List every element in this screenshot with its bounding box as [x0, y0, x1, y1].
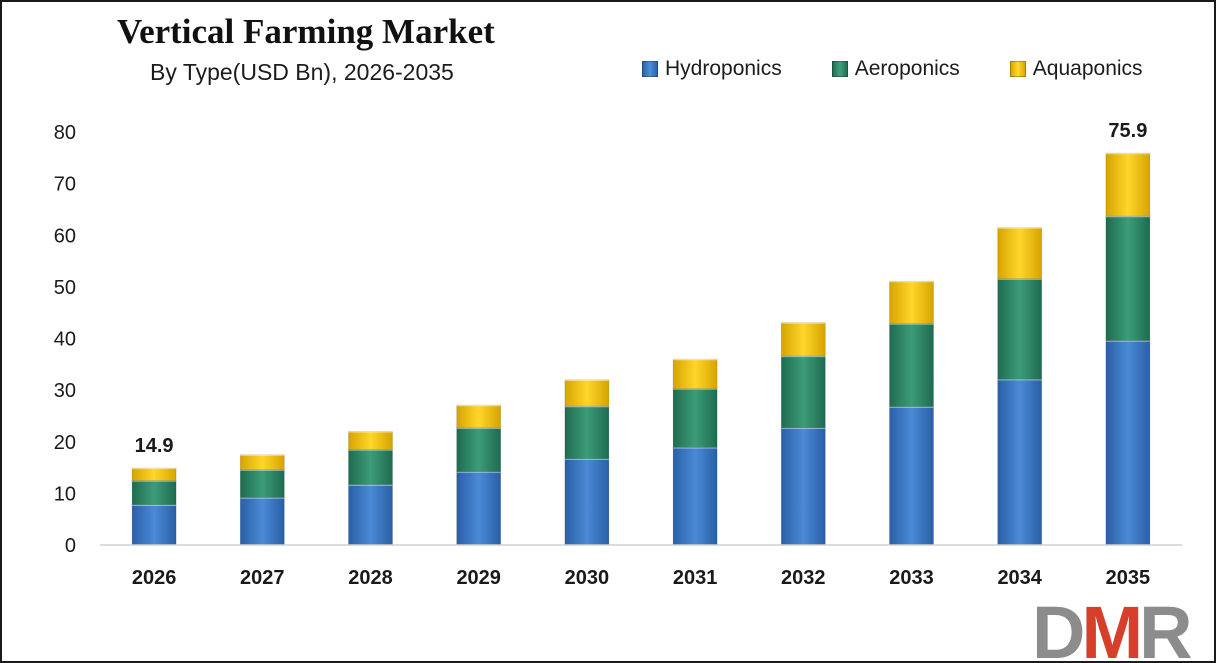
legend-label-aeroponics: Aeroponics [854, 57, 960, 80]
x-axis: 2026 2027 2028 2029 2030 2031 2032 2033 2034 2035 [100, 544, 1182, 589]
legend-label-aquaponics: Aquaponics [1032, 57, 1143, 80]
bar-segment-hydroponics-2034 [997, 378, 1043, 546]
x-tick-label: 2030 [565, 567, 610, 589]
bar-segment-hydroponics-2029 [456, 471, 502, 546]
legend-swatch-aquaponics [1009, 61, 1026, 77]
x-tick-label: 2034 [997, 567, 1042, 589]
bar-segment-aquaponics-2029 [456, 404, 502, 429]
bar-segment-aeroponics-2034 [997, 278, 1043, 380]
data-label-2026: 14.9 [135, 435, 174, 457]
bars [131, 152, 1151, 546]
x-tick-label: 2028 [348, 567, 393, 589]
chart-title: Vertical Farming Market [117, 12, 495, 51]
y-tick-label: 0 [65, 535, 76, 557]
y-tick-label: 70 [54, 174, 76, 196]
bar-segment-hydroponics-2032 [780, 427, 826, 546]
bar-segment-hydroponics-2035 [1105, 340, 1151, 546]
bar-segment-aeroponics-2033 [889, 323, 934, 408]
bar-segment-hydroponics-2026 [131, 504, 177, 546]
bar-segment-aeroponics-2026 [131, 480, 177, 506]
bar-segment-aquaponics-2028 [348, 431, 393, 450]
bar-segment-aquaponics-2031 [672, 358, 718, 389]
bar-segment-aeroponics-2027 [239, 469, 285, 498]
legend-swatch-hydroponics [642, 61, 658, 77]
x-tick-label: 2033 [889, 567, 934, 589]
legend-item-hydroponics: Hydroponics [642, 57, 782, 81]
bar-segment-hydroponics-2030 [564, 458, 610, 546]
bar-segment-aeroponics-2032 [780, 355, 826, 429]
bar-segment-aquaponics-2030 [564, 379, 610, 407]
x-tick-label: 2027 [240, 567, 285, 589]
bar-segment-aeroponics-2030 [564, 405, 610, 460]
bar-segment-hydroponics-2028 [348, 484, 393, 546]
bar-segment-aquaponics-2033 [889, 280, 934, 324]
legend-label-hydroponics: Hydroponics [665, 57, 782, 80]
bar-segment-aeroponics-2031 [672, 388, 718, 448]
bar-segment-hydroponics-2031 [672, 447, 718, 546]
y-tick-label: 10 [54, 483, 76, 505]
bar-segment-aquaponics-2026 [131, 467, 177, 481]
bar-segment-aquaponics-2027 [239, 454, 285, 471]
y-tick-label: 40 [54, 329, 76, 351]
bar-segment-aeroponics-2035 [1105, 215, 1151, 341]
y-tick-label: 50 [54, 277, 76, 299]
x-tick-label: 2035 [1106, 567, 1151, 589]
bar-segment-aeroponics-2029 [456, 427, 502, 473]
legend-item-aquaponics: Aquaponics [1009, 57, 1143, 81]
y-tick-label: 80 [54, 122, 76, 144]
x-tick-label: 2029 [456, 567, 501, 589]
x-tick-label: 2026 [132, 567, 177, 589]
y-tick-label: 20 [54, 432, 76, 454]
bar-segment-aquaponics-2035 [1105, 152, 1151, 217]
data-label-2035: 75.9 [1108, 120, 1147, 142]
chart-subtitle: By Type(USD Bn), 2026-2035 [150, 59, 454, 85]
y-axis: 0 10 20 30 40 50 60 70 80 [54, 122, 76, 557]
legend: Hydroponics Aeroponics Aquaponics [642, 57, 1143, 81]
data-labels: 14.9 75.9 [135, 120, 1148, 457]
bar-segment-hydroponics-2033 [889, 406, 934, 546]
y-tick-label: 60 [54, 225, 76, 247]
bar-segment-aeroponics-2028 [348, 449, 393, 485]
svg-text:DMR: DMR [1032, 596, 1191, 662]
y-tick-label: 30 [54, 380, 76, 402]
legend-item-aeroponics: Aeroponics [831, 57, 960, 81]
x-tick-label: 2032 [781, 567, 826, 589]
bar-segment-hydroponics-2027 [239, 497, 285, 546]
x-tick-label: 2031 [673, 567, 718, 589]
dmr-logo: DMR [1032, 596, 1195, 662]
legend-swatch-aeroponics [831, 61, 848, 77]
bar-segment-aquaponics-2034 [997, 227, 1043, 280]
bar-segment-aquaponics-2032 [780, 322, 826, 357]
